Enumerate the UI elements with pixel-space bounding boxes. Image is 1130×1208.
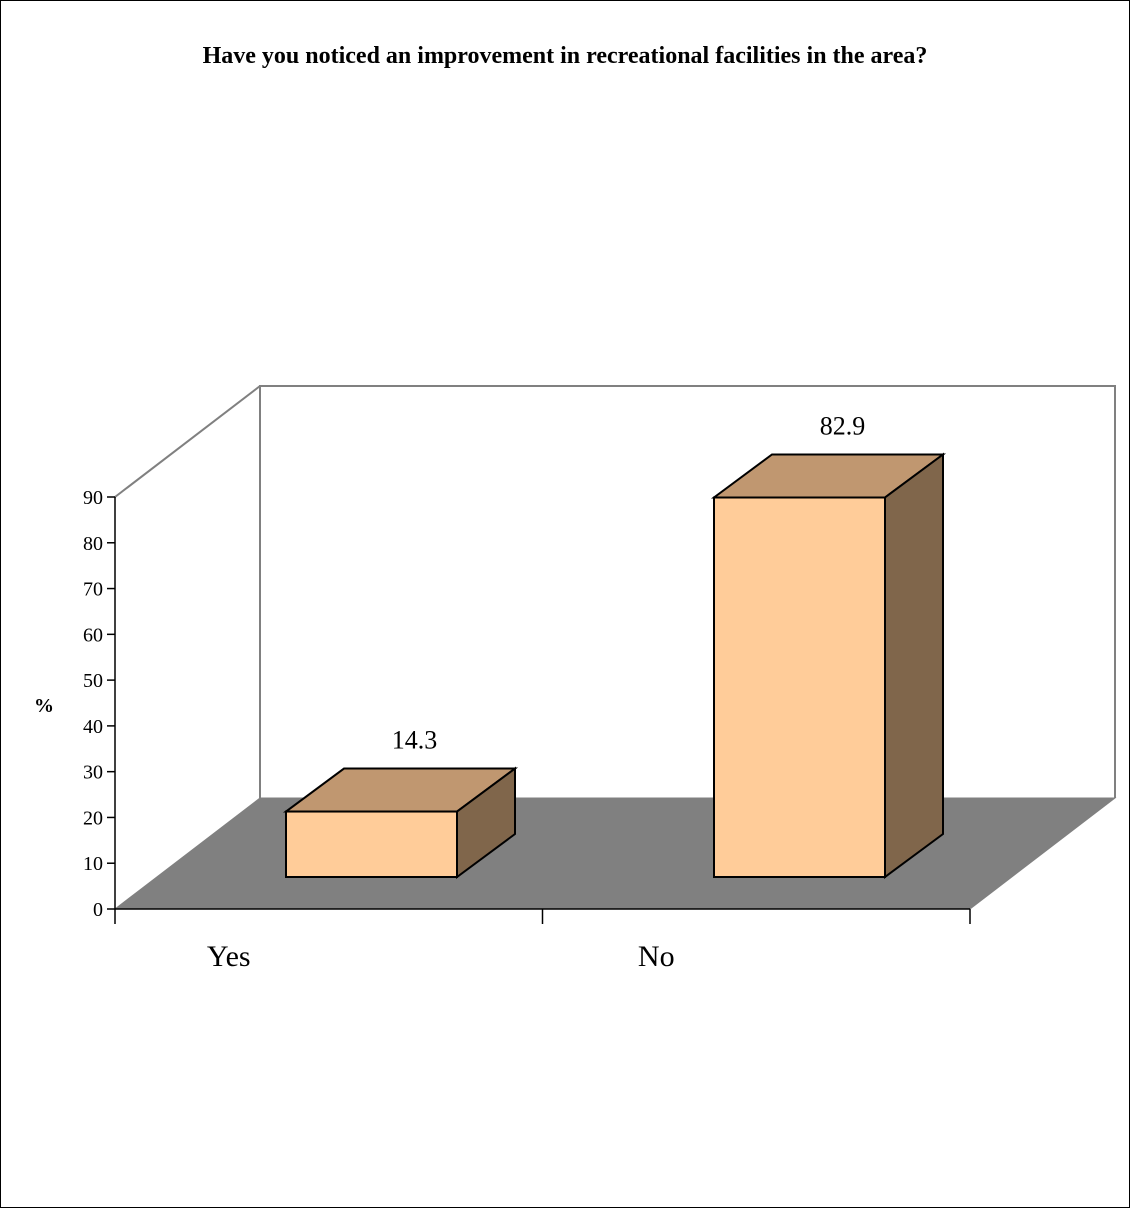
- y-tick-label: 50: [83, 670, 103, 692]
- side-wall-edge: [114, 385, 261, 498]
- bar-side-face: [456, 766, 516, 879]
- y-tick-label: 80: [83, 533, 103, 555]
- data-label: 14.3: [392, 726, 438, 755]
- bars: [282, 452, 947, 879]
- y-tick-label: 30: [83, 762, 103, 784]
- chart-floor: [113, 797, 1117, 910]
- x-tick-label: No: [638, 940, 675, 973]
- chart-title-text: Have you noticed an improvement in recre…: [202, 43, 928, 69]
- chart-walls: [114, 385, 1116, 798]
- bar-front-face: [713, 496, 886, 878]
- x-axis: Yes No: [114, 908, 971, 973]
- y-axis-label: %: [34, 695, 54, 717]
- floor-plane: [113, 797, 1117, 910]
- y-axis: 0 10 20 30 40 50 60 70 80 90%: [34, 487, 116, 921]
- data-label: 82.9: [820, 412, 866, 441]
- y-tick-label: 0: [93, 899, 103, 921]
- y-tick-label: 70: [83, 579, 103, 601]
- y-tick-label: 60: [83, 624, 103, 646]
- back-wall-edge: [259, 385, 1116, 798]
- bar-front-face: [285, 810, 458, 878]
- bar-side-face: [884, 452, 944, 879]
- y-tick-label: 90: [83, 487, 103, 509]
- y-tick-label: 40: [83, 716, 103, 738]
- y-tick-label: 10: [83, 853, 103, 875]
- y-tick-label: 20: [83, 807, 103, 829]
- bar-no: [710, 452, 947, 879]
- bar-yes: [282, 766, 519, 879]
- x-tick-label: Yes: [207, 940, 251, 973]
- chart-title: Have you noticed an improvement in recre…: [0, 40, 1130, 72]
- data-labels: 14.3 82.9: [392, 412, 866, 755]
